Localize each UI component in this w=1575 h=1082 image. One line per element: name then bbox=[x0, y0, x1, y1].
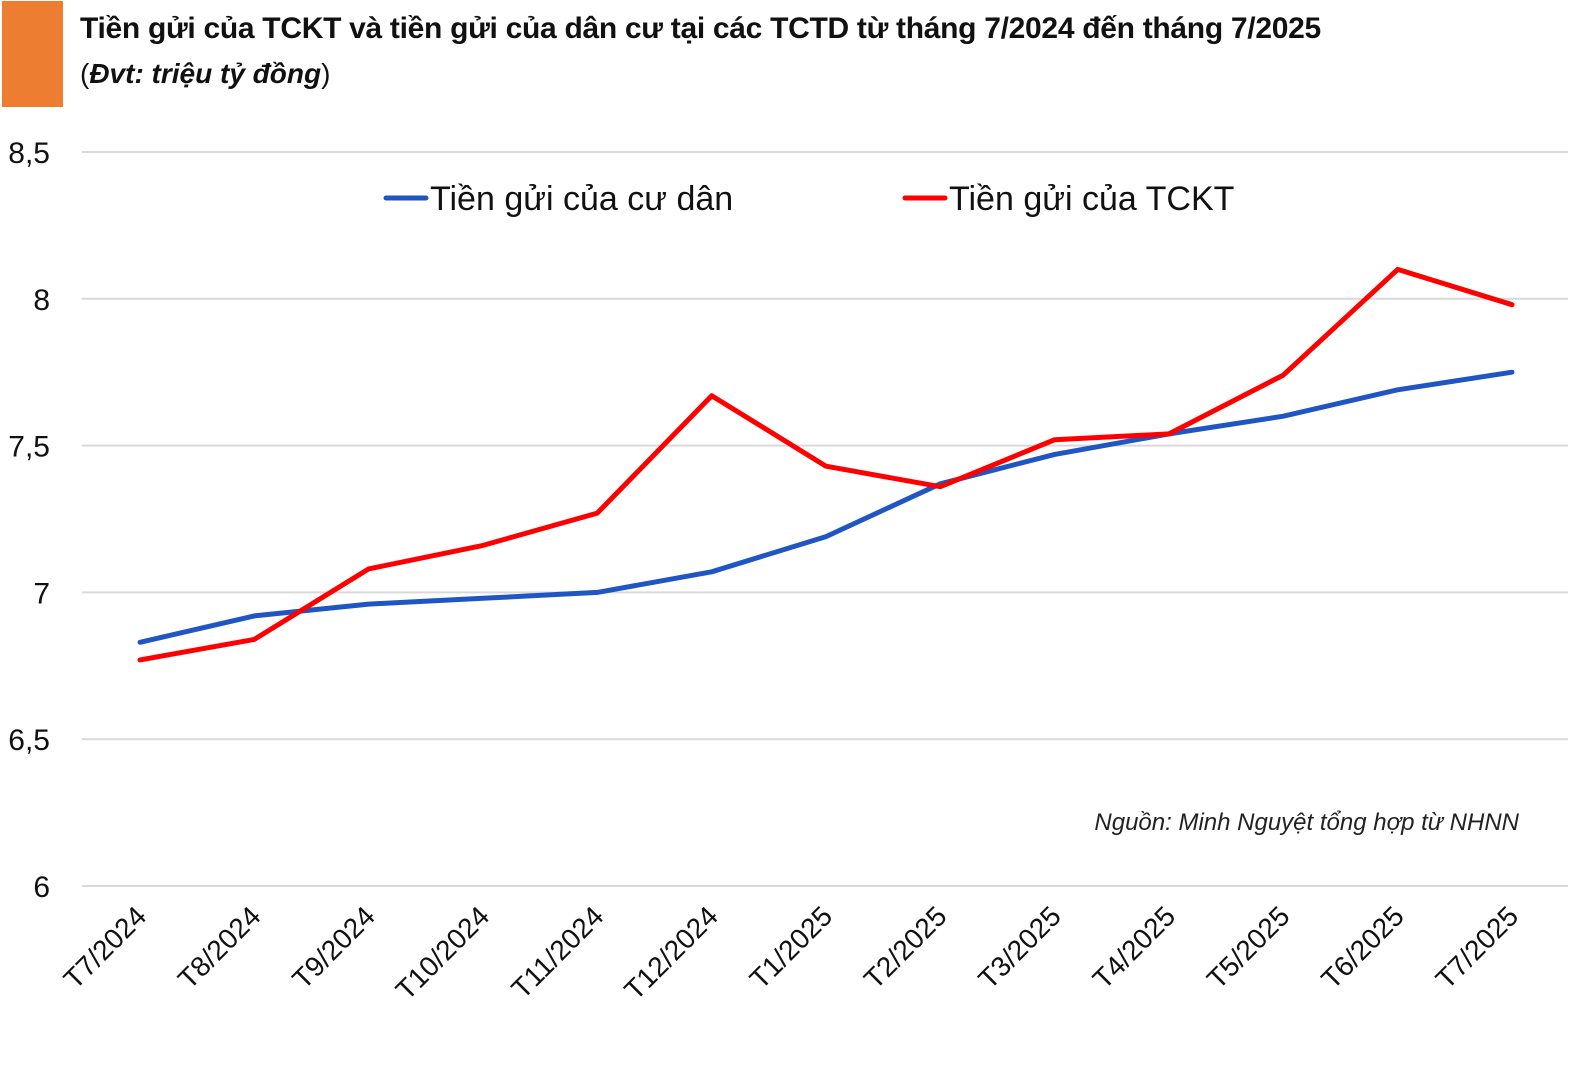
y-tick-label: 8 bbox=[33, 284, 50, 317]
x-tick-label: T5/2025 bbox=[1201, 900, 1296, 995]
series-line-1 bbox=[137, 266, 1515, 663]
x-tick-label: T2/2025 bbox=[858, 900, 953, 995]
x-tick-label: T1/2025 bbox=[744, 900, 839, 995]
title-accent-bar bbox=[2, 1, 63, 107]
x-axis: T7/2024 T8/2024 T9/2024 T10/2024 T11/2024 T12… bbox=[58, 900, 1525, 1006]
y-tick-label: 7 bbox=[33, 577, 50, 610]
legend-label-1: Tiền gửi của TCKT bbox=[949, 180, 1234, 218]
x-tick-label: T7/2024 bbox=[58, 900, 153, 995]
y-tick-label: 6,5 bbox=[8, 724, 50, 757]
x-tick-label: T7/2025 bbox=[1430, 900, 1525, 995]
gridlines bbox=[82, 151, 1568, 887]
x-tick-label: T11/2024 bbox=[505, 900, 609, 1004]
chart-title: Tiền gửi của TCKT và tiền gửi của dân cư… bbox=[80, 12, 1321, 45]
x-tick-label: T4/2025 bbox=[1087, 900, 1182, 995]
y-tick-label: 6 bbox=[33, 871, 50, 904]
series-lines bbox=[137, 266, 1515, 663]
x-tick-label: T9/2024 bbox=[286, 900, 381, 995]
legend-label-0: Tiền gửi của cư dân bbox=[430, 180, 733, 218]
x-tick-label: T3/2025 bbox=[972, 900, 1067, 995]
x-tick-label: T6/2025 bbox=[1315, 900, 1410, 995]
subtitle-open-paren: ( bbox=[80, 58, 90, 89]
unit-label: Đvt: triệu tỷ đồng bbox=[89, 58, 322, 89]
series-line-0 bbox=[137, 369, 1515, 645]
legend: Tiền gửi của cư dân Tiền gửi của TCKT bbox=[383, 180, 1234, 218]
y-tick-label: 8,5 bbox=[8, 137, 50, 170]
x-tick-label: T12/2024 bbox=[618, 900, 724, 1006]
x-tick-label: T8/2024 bbox=[172, 900, 267, 995]
source-note: Nguồn: Minh Nguyệt tổng hợp từ NHNN bbox=[1094, 809, 1519, 836]
chart-subtitle: (Đvt: triệu tỷ đồng) bbox=[80, 58, 330, 90]
y-axis: 6 6,5 7 7,5 8 8,5 bbox=[8, 137, 50, 904]
y-tick-label: 7,5 bbox=[8, 431, 50, 464]
x-tick-label: T10/2024 bbox=[390, 900, 496, 1006]
subtitle-close-paren: ) bbox=[321, 58, 331, 89]
